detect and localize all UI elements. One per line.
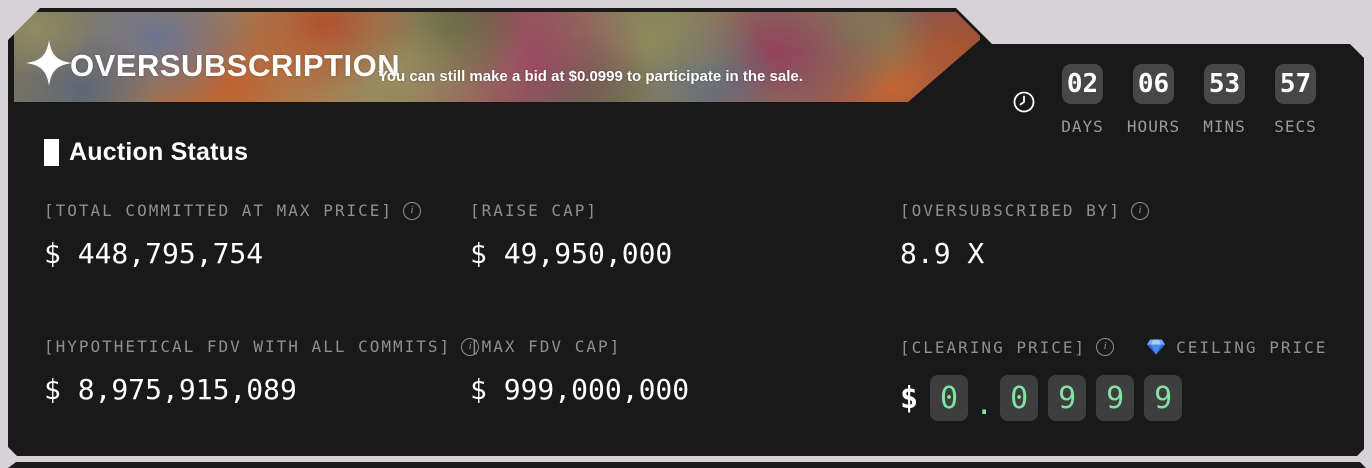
banner: OVERSUBSCRIPTION You can still make a bi… [14,12,980,102]
sparkle-icon [26,40,72,86]
stat-value: $ 448,795,754 [44,237,264,270]
price-digit: 9 [1096,375,1135,421]
price-decimal-point: . [975,387,994,422]
info-icon[interactable]: i [1096,338,1115,356]
stat-label: [MAX FDV CAP] [470,337,689,356]
stat-value: $ 8,975,915,089 [44,373,297,406]
info-icon[interactable]: i [1131,201,1150,220]
stat-clearing-price: [CLEARING PRICE] i CEILING PRICE [900,337,1327,357]
price-digit: 9 [1048,375,1087,421]
countdown-days: 02 DAYS [1061,64,1104,136]
stat-oversubscribed-by: [OVERSUBSCRIBED BY] i 8.9 X [900,201,1150,270]
countdown-hours: 06 HOURS [1127,64,1179,136]
countdown-days-label: DAYS [1061,117,1104,136]
currency-symbol: $ [900,380,919,416]
price-digit: 9 [1144,375,1183,421]
stat-label: [TOTAL COMMITTED AT MAX PRICE] i [44,201,421,220]
price-digit: 0 [1000,375,1039,421]
stat-label-text: [CLEARING PRICE] [900,337,1087,357]
stat-total-committed: [TOTAL COMMITTED AT MAX PRICE] i $ 448,7… [44,201,421,270]
stat-label-text: [TOTAL COMMITTED AT MAX PRICE] [44,201,393,220]
countdown-hours-value: 06 [1133,64,1174,104]
stat-label: [HYPOTHETICAL FDV WITH ALL COMMITS] i [44,337,480,356]
section-header: Auction Status [44,138,248,167]
countdown-secs: 57 SECS [1274,64,1317,136]
countdown-timer: 02 DAYS 06 HOURS 53 MINS 57 SECS [1061,64,1317,136]
countdown-secs-value: 57 [1275,64,1316,104]
stat-hypothetical-fdv: [HYPOTHETICAL FDV WITH ALL COMMITS] i $ … [44,337,480,406]
countdown-mins: 53 MINS [1203,64,1246,136]
stat-label: [RAISE CAP] [470,201,672,220]
countdown-mins-value: 53 [1204,64,1245,104]
countdown-secs-label: SECS [1274,117,1317,136]
info-icon[interactable]: i [461,337,480,356]
stat-value: $ 49,950,000 [470,237,673,270]
countdown-mins-label: MINS [1203,117,1246,136]
banner-subtitle: You can still make a bid at $0.0999 to p… [378,68,803,85]
banner-artwork [14,12,980,102]
auction-panel: OVERSUBSCRIPTION You can still make a bi… [8,8,1364,456]
stat-value: $ 999,000,000 [470,373,690,406]
clock-icon [1013,91,1035,113]
ceiling-price-label: CEILING PRICE [1176,337,1328,357]
stat-raise-cap: [RAISE CAP] $ 49,950,000 [470,201,672,270]
stat-label-text: [RAISE CAP] [470,201,598,220]
stat-label-text: [HYPOTHETICAL FDV WITH ALL COMMITS] [44,337,452,356]
stat-label-text: [MAX FDV CAP] [470,337,622,356]
stat-label: [CLEARING PRICE] i CEILING PRICE [900,337,1327,357]
countdown-hours-label: HOURS [1126,117,1181,136]
stat-value: 8.9 X [900,237,985,270]
countdown-days-value: 02 [1062,64,1103,104]
price-digit: 0 [930,375,969,421]
page-title: Auction Status [69,138,249,166]
banner-title: OVERSUBSCRIPTION [70,48,401,83]
stat-max-fdv-cap: [MAX FDV CAP] $ 999,000,000 [470,337,689,406]
gem-icon [1146,339,1166,355]
stat-label-text: [OVERSUBSCRIBED BY] [900,201,1122,220]
next-panel-edge [8,462,1366,468]
info-icon[interactable]: i [402,201,421,220]
heading-block-marker [44,139,59,166]
clearing-price-display: $ 0 . 0 9 9 9 [900,374,1183,422]
stat-label: [OVERSUBSCRIBED BY] i [900,201,1150,220]
